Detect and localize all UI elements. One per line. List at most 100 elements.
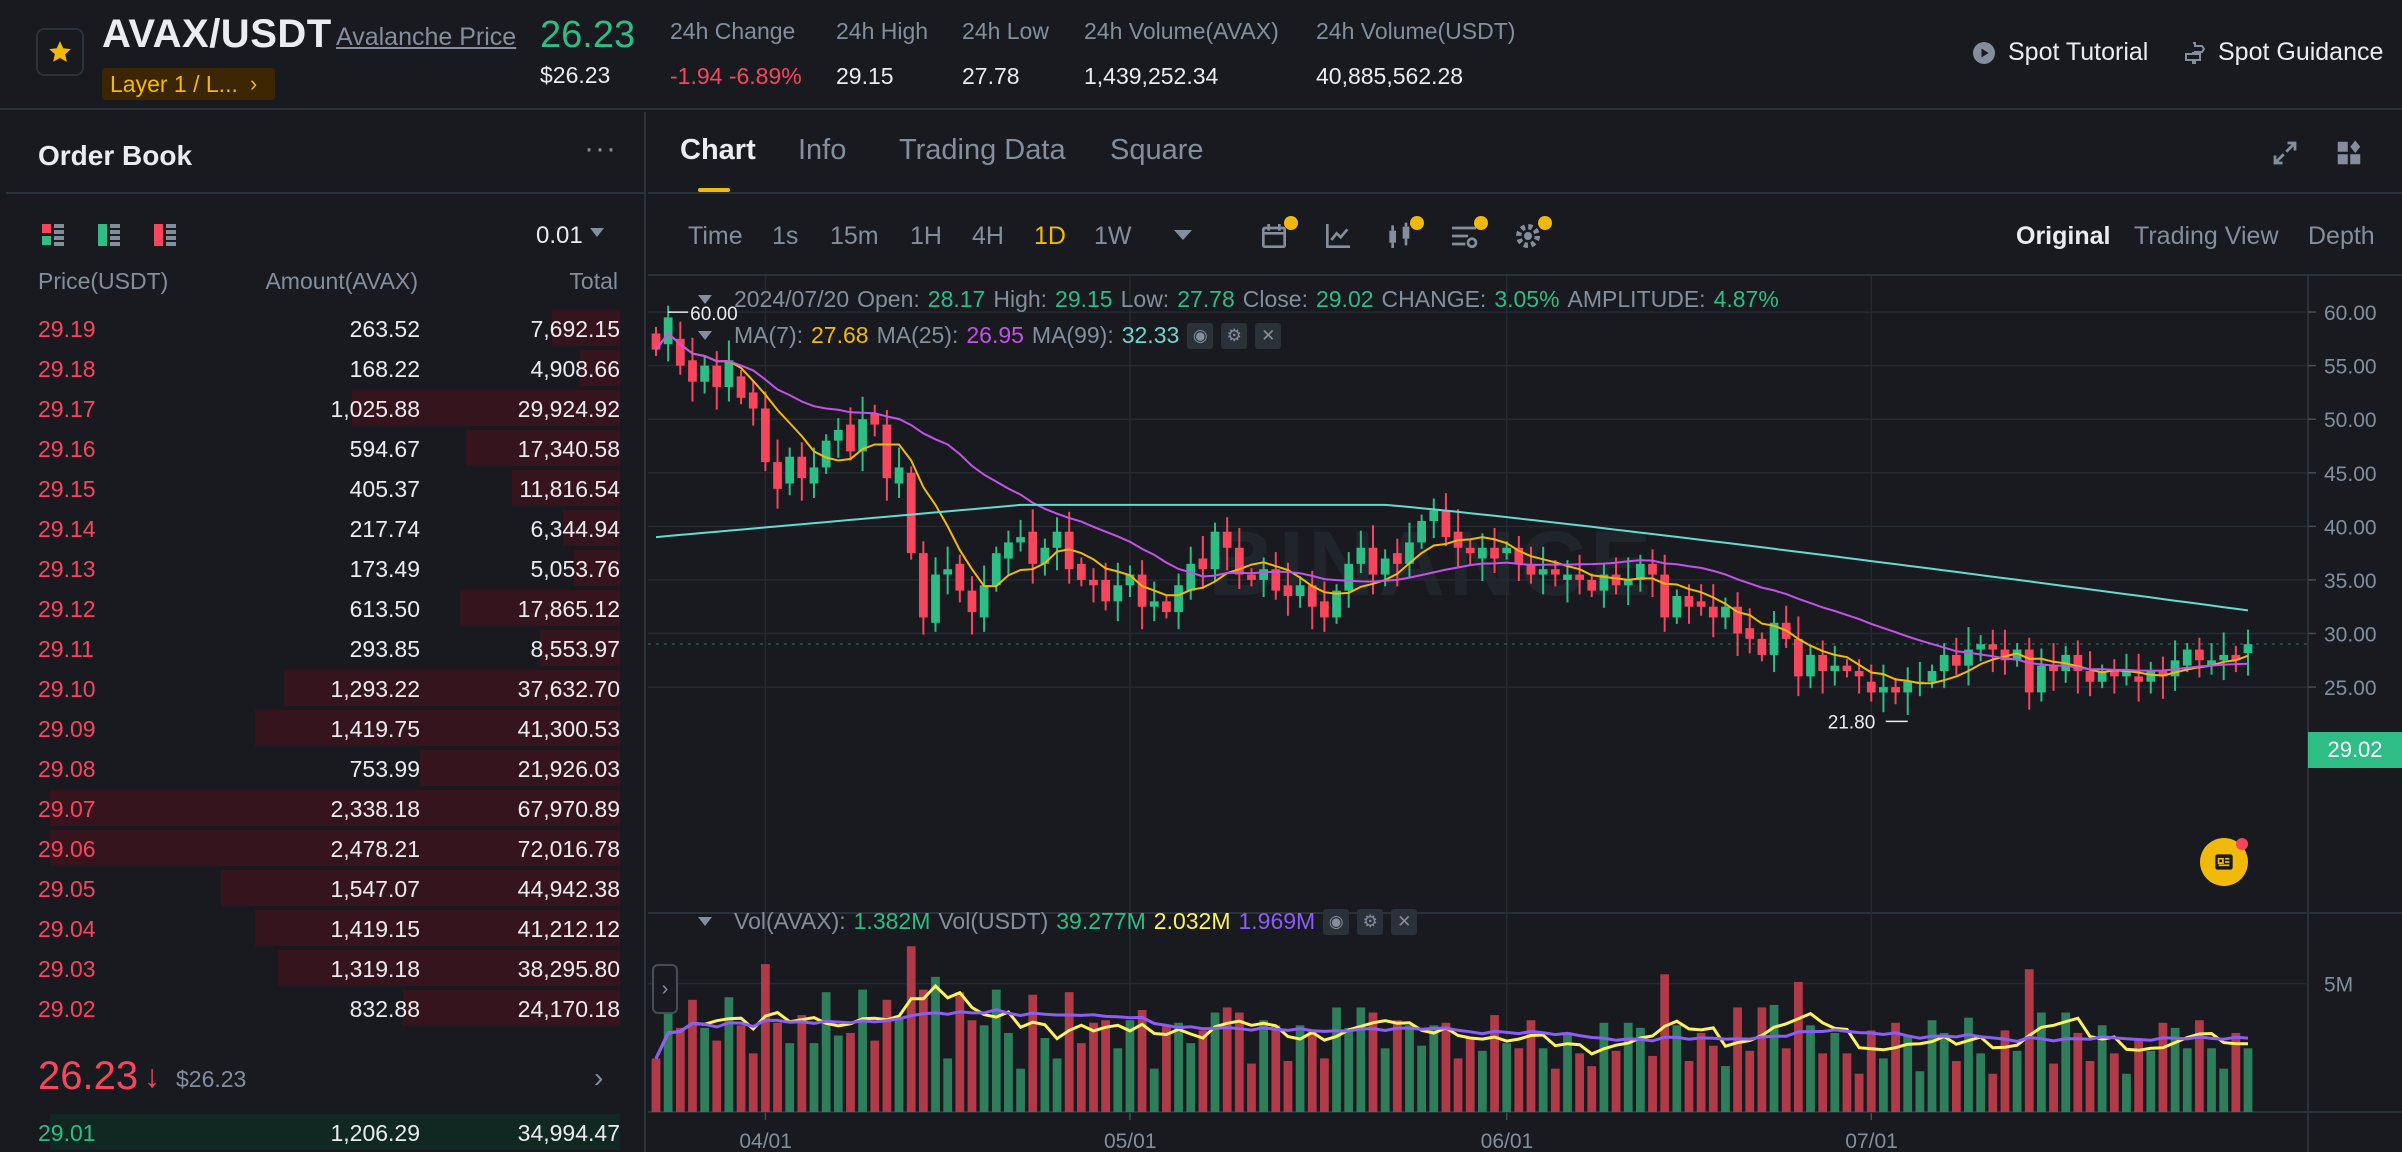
candle-style-icon[interactable] — [1384, 216, 1424, 252]
close-icon[interactable]: ✕ — [1391, 908, 1418, 935]
ask-row[interactable]: 29.17 1,025.88 29,924.92 — [6, 388, 646, 428]
candle-body — [1733, 606, 1742, 634]
ask-row[interactable]: 29.16 594.67 17,340.58 — [6, 428, 646, 468]
asks-only-view-icon[interactable] — [154, 224, 176, 246]
settings-icon[interactable]: ⚙ — [1357, 908, 1384, 935]
ask-row[interactable]: 29.04 1,419.15 41,212.12 — [6, 908, 646, 948]
layout-icon[interactable] — [2334, 138, 2364, 168]
favorite-star-button[interactable] — [36, 28, 84, 76]
volume-bar — [1028, 994, 1038, 1112]
ask-row[interactable]: 29.05 1,547.07 44,942.38 — [6, 868, 646, 908]
candlestick-chart[interactable]: 60.00 55.00 50.00 45.00 40.00 35.00 30.00 25.00… — [648, 276, 2402, 1152]
ask-row[interactable]: 29.02 832.88 24,170.18 — [6, 988, 646, 1028]
tab-trading-data[interactable]: Trading Data — [899, 134, 1066, 166]
volume-bar — [1392, 1020, 1402, 1112]
spot-guidance-link[interactable]: Spot Guidance — [2182, 38, 2383, 67]
ask-row[interactable]: 29.13 173.49 5,053.76 — [6, 548, 646, 588]
collapse-caret-icon[interactable] — [698, 917, 712, 926]
volume-bar — [1344, 1027, 1354, 1112]
volume-bar — [1295, 1025, 1305, 1112]
order-amount: 263.52 — [349, 316, 420, 342]
ask-row[interactable]: 29.03 1,319.18 38,295.80 — [6, 948, 646, 988]
volume-bar — [1550, 1068, 1560, 1112]
view-trading-view[interactable]: Trading View — [2134, 222, 2279, 250]
order-book-panel: Order Book ··· 0.01 Price(USDT) Amount(A… — [6, 112, 646, 1152]
ask-row[interactable]: 29.10 1,293.22 37,632.70 — [6, 668, 646, 708]
ask-row[interactable]: 29.06 2,478.21 72,016.78 — [6, 828, 646, 868]
collapse-caret-icon[interactable] — [698, 331, 712, 340]
caret-down-icon[interactable] — [590, 228, 604, 237]
chevron-right-icon[interactable]: › — [594, 1062, 604, 1093]
volume-bar — [1210, 1012, 1220, 1112]
more-options-icon[interactable]: ··· — [584, 132, 617, 165]
volume-bar — [1283, 1061, 1293, 1112]
ask-row[interactable]: 29.09 1,419.75 41,300.53 — [6, 708, 646, 748]
tab-info[interactable]: Info — [798, 134, 847, 166]
mid-market-price-usd: $26.23 — [176, 1066, 247, 1092]
spot-tutorial-link[interactable]: Spot Tutorial — [1972, 38, 2148, 67]
precision-select[interactable]: 0.01 — [536, 222, 583, 249]
newspaper-icon — [2215, 854, 2233, 870]
volume-bar — [2134, 1038, 2144, 1112]
candle-body — [1344, 563, 1354, 591]
ask-row[interactable]: 29.15 405.37 11,816.54 — [6, 468, 646, 508]
ask-row[interactable]: 29.07 2,338.18 67,970.89 — [6, 788, 646, 828]
ask-row[interactable]: 29.08 753.99 21,926.03 — [6, 748, 646, 788]
volume-bar — [1660, 974, 1670, 1112]
indicators-icon[interactable] — [1322, 220, 1354, 252]
eye-icon[interactable]: ◉ — [1323, 908, 1350, 935]
settings-icon[interactable]: ⚙ — [1221, 322, 1248, 349]
ask-row[interactable]: 29.14 217.74 6,344.94 — [6, 508, 646, 548]
timeframe-1h[interactable]: 1H — [910, 222, 942, 250]
view-original[interactable]: Original — [2016, 222, 2111, 250]
candle-body — [1660, 574, 1670, 618]
order-price: 29.07 — [38, 796, 96, 822]
timeframe-time[interactable]: Time — [688, 222, 743, 250]
timeframe-1d[interactable]: 1D — [1034, 222, 1066, 250]
timeframe-1w[interactable]: 1W — [1094, 222, 1132, 250]
ask-row[interactable]: 29.11 293.85 8,553.97 — [6, 628, 646, 668]
volume-bar — [2012, 1050, 2022, 1112]
candle-body — [1903, 681, 1913, 693]
gear-icon[interactable] — [1512, 216, 1552, 252]
volume-bar — [1879, 1058, 1888, 1112]
candle-body — [906, 472, 916, 554]
candle-body — [967, 590, 977, 613]
bid-row[interactable]: 29.01 1,206.29 34,994.47 — [6, 1112, 646, 1152]
ask-row[interactable]: 29.18 168.22 4,908.66 — [6, 348, 646, 388]
timeframe-15m[interactable]: 15m — [830, 222, 879, 250]
bids-only-view-icon[interactable] — [98, 224, 120, 246]
volume-bar — [2037, 1012, 2046, 1112]
volume-bar — [1964, 1017, 1973, 1112]
ask-row[interactable]: 29.19 263.52 7,692.15 — [6, 308, 646, 348]
close-icon[interactable]: ✕ — [1255, 322, 1282, 349]
chart-settings-list-icon[interactable] — [1448, 216, 1488, 252]
candle-body — [1550, 569, 1560, 575]
coin-price-link[interactable]: Avalanche Price — [336, 23, 517, 51]
candle-body — [955, 563, 965, 591]
both-sides-view-icon[interactable] — [42, 224, 64, 246]
timeframe-4h[interactable]: 4H — [972, 222, 1004, 250]
x-tick-label: 06/01 — [1481, 1130, 1534, 1152]
expand-icon[interactable] — [2270, 138, 2300, 168]
volume-bar — [2109, 1053, 2119, 1112]
more-timeframes-caret-icon[interactable] — [1174, 230, 1192, 240]
ask-row[interactable]: 29.12 613.50 17,865.12 — [6, 588, 646, 628]
stat-value: 1,439,252.34 — [1084, 63, 1219, 89]
volume-bar — [1891, 1022, 1900, 1112]
collapse-caret-icon[interactable] — [698, 295, 712, 304]
volume-bar — [1149, 1068, 1159, 1112]
sector-tag-badge[interactable]: Layer 1 / L... › — [102, 68, 276, 100]
eye-icon[interactable]: ◉ — [1187, 322, 1214, 349]
tab-chart[interactable]: Chart — [680, 134, 756, 166]
volume-bar — [2170, 1027, 2180, 1112]
candle-body — [918, 553, 928, 618]
tab-square[interactable]: Square — [1110, 134, 1204, 166]
calendar-tool-icon[interactable] — [1258, 216, 1298, 252]
view-depth[interactable]: Depth — [2308, 222, 2375, 250]
stat-24h-volume-usdt: 24h Volume(USDT) 40,885,562.28 — [1316, 18, 1515, 90]
collapse-panel-button[interactable]: › — [652, 964, 678, 1014]
column-header-total: Total — [569, 268, 618, 294]
depth-bar — [221, 870, 620, 906]
timeframe-1s[interactable]: 1s — [772, 222, 799, 250]
